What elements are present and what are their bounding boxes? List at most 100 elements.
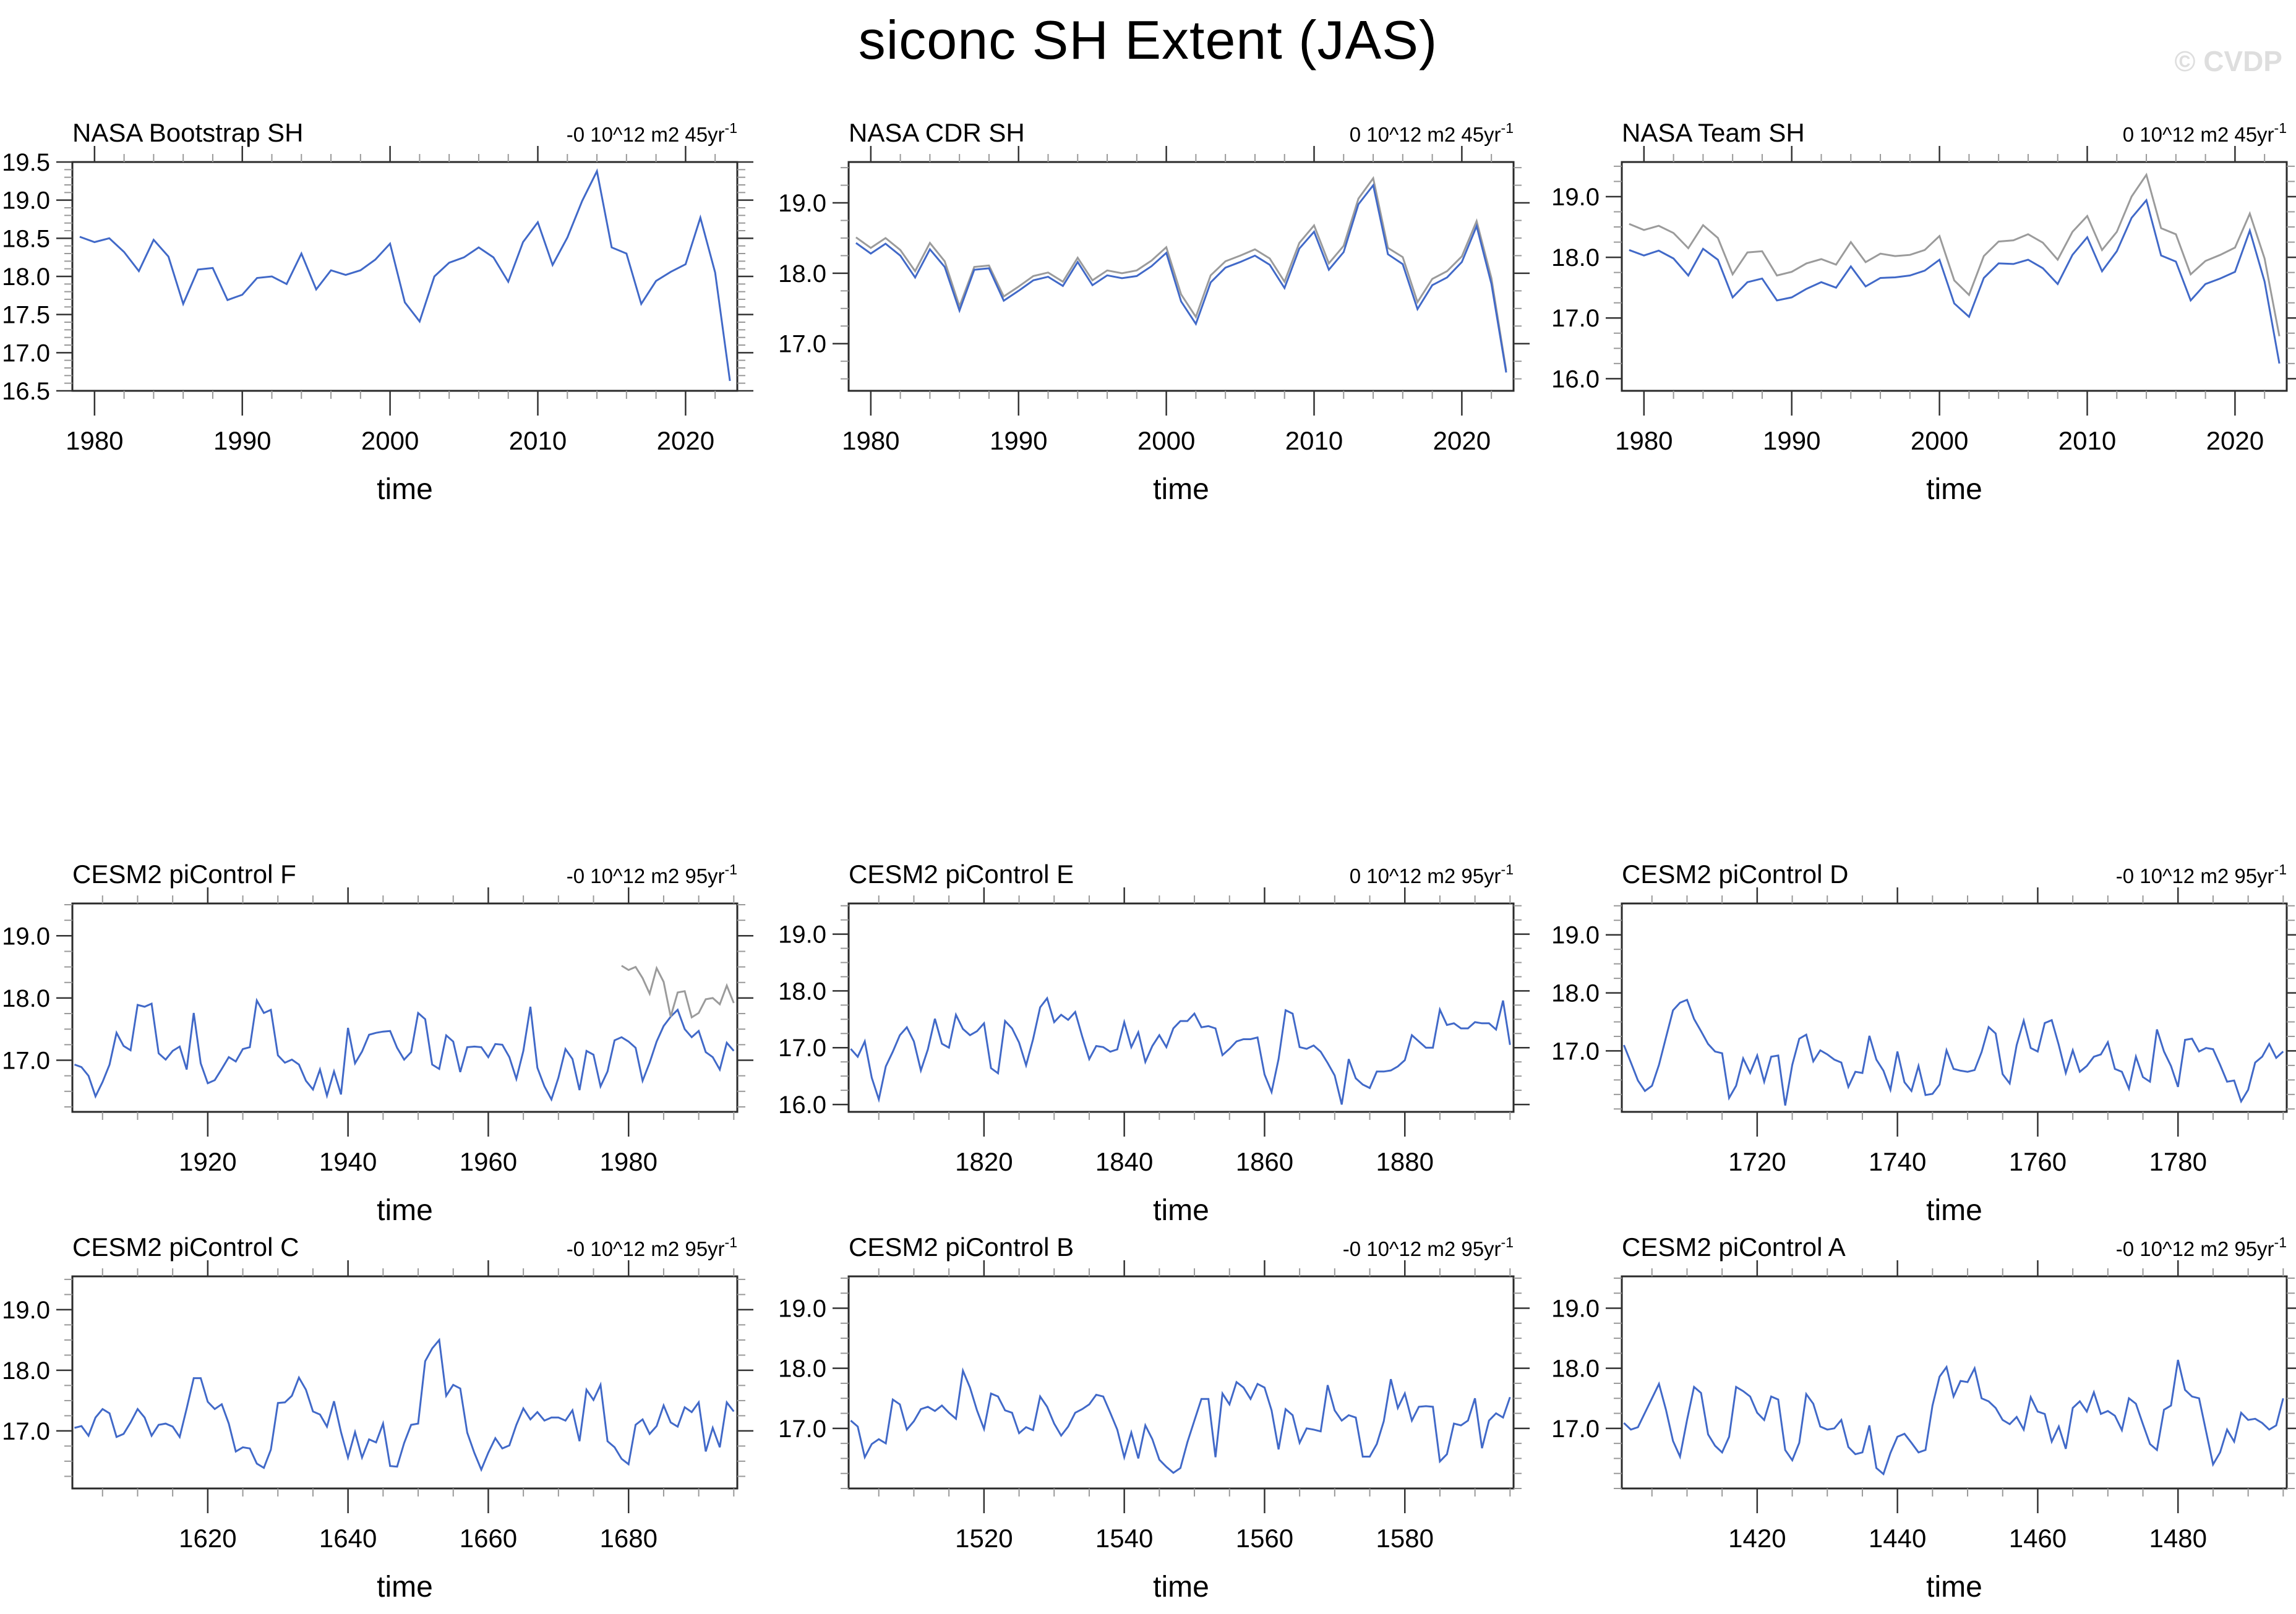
cesm2-picontrol-c-ytick-label: 17.0: [2, 1418, 50, 1445]
cesm2-picontrol-c-annotation: -0 10^12 m2 95yr-1: [567, 1234, 737, 1260]
nasa-cdr-sh-ytick-label: 17.0: [778, 331, 826, 358]
nasa-team-sh-xtick-label: 1980: [1615, 426, 1673, 455]
cesm2-picontrol-c-xtick-label: 1660: [460, 1524, 517, 1553]
cesm2-picontrol-c-xtick-label: 1640: [319, 1524, 377, 1553]
cesm2-picontrol-c-ytick-label: 18.0: [2, 1357, 50, 1385]
nasa-cdr-sh-xtick-label: 1980: [842, 426, 899, 455]
cesm2-picontrol-b-annotation: -0 10^12 m2 95yr-1: [1343, 1234, 1514, 1260]
cesm2-picontrol-a-svg: CESM2 piControl A -0 10^12 m2 95yr-1 1420 1…: [1551, 1232, 2296, 1603]
cesm2-picontrol-f-title: CESM2 piControl F: [72, 860, 296, 889]
chart-nasa-bootstrap-sh: NASA Bootstrap SH -0 10^12 m2 45yr-1 1980 1…: [0, 109, 765, 506]
cesm2-picontrol-e-annotation: 0 10^12 m2 95yr-1: [1350, 861, 1514, 887]
nasa-bootstrap-sh-plot-frame: [71, 161, 739, 392]
cesm2-picontrol-d-series-model: [1623, 998, 2284, 1106]
cesm2-picontrol-d-ytick-label: 17.0: [1551, 1038, 1600, 1065]
nasa-bootstrap-sh-annotation: -0 10^12 m2 45yr-1: [567, 120, 737, 146]
cesm2-picontrol-f-xtick-label: 1920: [179, 1147, 236, 1176]
nasa-bootstrap-sh-ytick-label: 17.5: [2, 302, 50, 329]
cesm2-picontrol-e-xtick-label: 1880: [1376, 1147, 1434, 1176]
cesm2-picontrol-f-xlabel: time: [377, 1194, 433, 1226]
cesm2-picontrol-b-xtick-label: 1540: [1095, 1524, 1153, 1553]
chart-cesm2-picontrol-b: CESM2 piControl B -0 10^12 m2 95yr-1 1520 1…: [768, 1224, 1541, 1603]
cesm2-picontrol-f-ytick-label: 19.0: [2, 923, 50, 950]
nasa-bootstrap-sh-series-extent: [79, 168, 731, 382]
cesm2-picontrol-d-ytick-label: 18.0: [1551, 980, 1600, 1007]
cesm2-picontrol-d-xlabel: time: [1926, 1194, 1982, 1226]
cesm2-picontrol-e-series-model: [850, 996, 1511, 1105]
nasa-team-sh-plot-frame: [1621, 161, 2288, 392]
cesm2-picontrol-f-ytick-label: 18.0: [2, 985, 50, 1012]
cesm2-picontrol-e-ytick-label: 19.0: [778, 921, 826, 949]
cesm2-picontrol-b-plot-frame: [847, 1275, 1515, 1490]
cesm2-picontrol-b-title: CESM2 piControl B: [849, 1232, 1074, 1262]
cesm2-picontrol-d-xtick-label: 1720: [1728, 1147, 1786, 1176]
nasa-cdr-sh-xtick-label: 2000: [1137, 426, 1195, 455]
cesm2-picontrol-e-plot-frame: [847, 902, 1515, 1113]
nasa-bootstrap-sh-ytick-label: 19.0: [2, 187, 50, 215]
chart-nasa-cdr-sh: NASA CDR SH 0 10^12 m2 45yr-1 1980 1990 2000…: [768, 109, 1541, 506]
cesm2-picontrol-b-xtick-label: 1520: [955, 1524, 1013, 1553]
cesm2-picontrol-c-xtick-label: 1620: [179, 1524, 236, 1553]
cesm2-picontrol-c-title: CESM2 piControl C: [72, 1232, 299, 1262]
nasa-team-sh-ytick-label: 17.0: [1551, 305, 1600, 332]
cesm2-picontrol-a-xtick-label: 1460: [2009, 1524, 2067, 1553]
nasa-team-sh-series-extent-alt: [1629, 173, 2281, 336]
cesm2-picontrol-a-ytick-label: 17.0: [1551, 1415, 1600, 1443]
nasa-team-sh-ytick-label: 19.0: [1551, 184, 1600, 211]
nasa-cdr-sh-series-extent: [855, 183, 1507, 373]
cesm2-picontrol-a-annotation: -0 10^12 m2 95yr-1: [2116, 1234, 2287, 1260]
cesm2-picontrol-e-ytick-label: 16.0: [778, 1091, 826, 1119]
cesm2-picontrol-e-title: CESM2 piControl E: [849, 860, 1074, 889]
nasa-team-sh-ytick-label: 16.0: [1551, 365, 1600, 393]
nasa-bootstrap-sh-xtick-label: 2010: [509, 426, 567, 455]
cesm2-picontrol-b-svg: CESM2 piControl B -0 10^12 m2 95yr-1 1520 1…: [778, 1232, 1530, 1603]
nasa-bootstrap-sh-ytick-label: 16.5: [2, 378, 50, 405]
cesm2-picontrol-a-xlabel: time: [1926, 1571, 1982, 1603]
nasa-team-sh-svg: NASA Team SH 0 10^12 m2 45yr-1 1980 1990 200…: [1551, 118, 2296, 506]
nasa-cdr-sh-xtick-label: 2010: [1285, 426, 1343, 455]
nasa-team-sh-annotation: 0 10^12 m2 45yr-1: [2123, 120, 2287, 146]
nasa-cdr-sh-annotation: 0 10^12 m2 45yr-1: [1350, 120, 1514, 146]
cesm2-picontrol-c-series-model: [74, 1338, 735, 1472]
cesm2-picontrol-f-xtick-label: 1940: [319, 1147, 377, 1176]
cesm2-picontrol-b-xtick-label: 1580: [1376, 1524, 1434, 1553]
cesm2-picontrol-d-plot-frame: [1621, 902, 2288, 1113]
cesm2-picontrol-e-xlabel: time: [1153, 1194, 1209, 1226]
cesm2-picontrol-d-annotation: -0 10^12 m2 95yr-1: [2116, 861, 2287, 887]
nasa-cdr-sh-series-extent-alt: [855, 176, 1507, 371]
cesm2-picontrol-d-xtick-label: 1760: [2009, 1147, 2067, 1176]
nasa-team-sh-xtick-label: 2010: [2058, 426, 2116, 455]
cesm2-picontrol-f-plot-frame: [71, 902, 739, 1113]
cesm2-picontrol-d-ytick-label: 19.0: [1551, 922, 1600, 949]
cesm2-picontrol-d-title: CESM2 piControl D: [1622, 860, 1848, 889]
nasa-cdr-sh-title: NASA CDR SH: [849, 118, 1025, 147]
cesm2-picontrol-e-ytick-label: 17.0: [778, 1035, 826, 1062]
nasa-cdr-sh-ytick-label: 19.0: [778, 190, 826, 217]
cesm2-picontrol-e-xtick-label: 1860: [1236, 1147, 1293, 1176]
nasa-bootstrap-sh-ytick-label: 18.0: [2, 263, 50, 291]
cvdp-watermark: © CVDP: [2174, 45, 2282, 77]
cesm2-picontrol-c-ytick-label: 19.0: [2, 1297, 50, 1324]
nasa-team-sh-xlabel: time: [1926, 473, 1982, 505]
cesm2-picontrol-d-xtick-label: 1740: [1869, 1147, 1926, 1176]
cesm2-picontrol-d-xtick-label: 1780: [2149, 1147, 2207, 1176]
nasa-bootstrap-sh-ytick-label: 19.5: [2, 149, 50, 176]
nasa-cdr-sh-xlabel: time: [1153, 473, 1209, 505]
cesm2-picontrol-a-xtick-label: 1480: [2149, 1524, 2207, 1553]
cesm2-picontrol-b-ytick-label: 19.0: [778, 1295, 826, 1322]
cesm2-picontrol-f-series-observations: [621, 965, 735, 1019]
cesm2-picontrol-a-ytick-label: 19.0: [1551, 1295, 1600, 1322]
nasa-team-sh-xtick-label: 1990: [1763, 426, 1820, 455]
cesm2-picontrol-f-xtick-label: 1980: [600, 1147, 658, 1176]
cesm2-picontrol-f-ytick-label: 17.0: [2, 1048, 50, 1075]
nasa-bootstrap-sh-xtick-label: 2020: [657, 426, 714, 455]
cesm2-picontrol-e-ytick-label: 18.0: [778, 978, 826, 1005]
nasa-team-sh-xtick-label: 2020: [2206, 426, 2264, 455]
cesm2-picontrol-b-ytick-label: 18.0: [778, 1356, 826, 1383]
nasa-team-sh-ytick-label: 18.0: [1551, 244, 1600, 271]
cesm2-picontrol-a-xtick-label: 1420: [1728, 1524, 1786, 1553]
cesm2-picontrol-f-svg: CESM2 piControl F -0 10^12 m2 95yr-1 1920 1…: [2, 860, 753, 1227]
nasa-bootstrap-sh-ytick-label: 18.5: [2, 225, 50, 252]
nasa-bootstrap-sh-ytick-label: 17.0: [2, 339, 50, 367]
chart-cesm2-picontrol-e: CESM2 piControl E 0 10^12 m2 95yr-1 1820 18…: [768, 851, 1541, 1227]
